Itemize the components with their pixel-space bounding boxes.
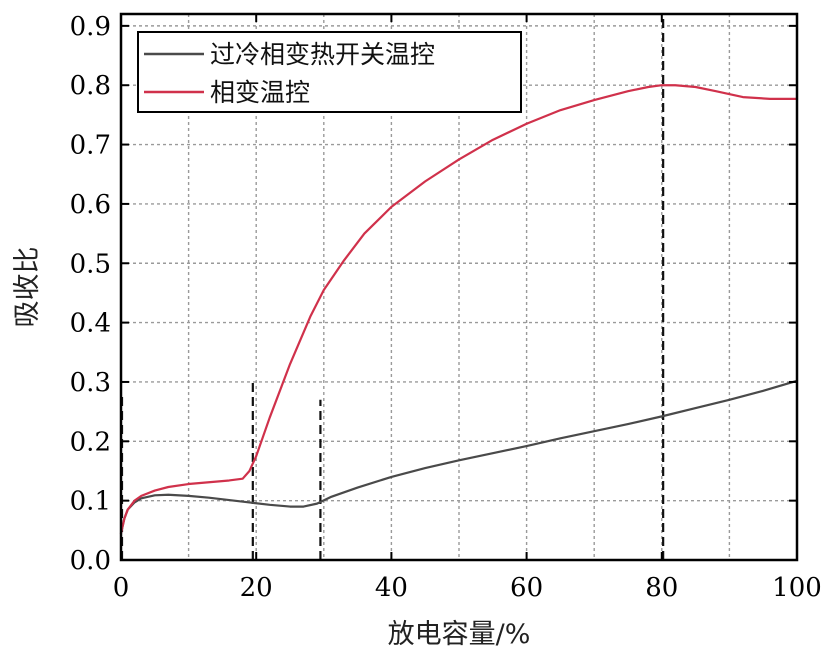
series-lines: [119, 84, 799, 535]
axis-ticks: 0 20 40 60 80 100 0.0 0.1 0.2 0.3 0.4 0.5 0.6 0.7 0.8 0…: [70, 12, 822, 603]
y-tick-label: 0.6: [70, 190, 111, 220]
x-tick-label: 60: [510, 573, 543, 603]
y-tick-label: 0.3: [70, 368, 111, 398]
legend-label: 过冷相变热开关温控: [210, 40, 435, 69]
series-line: [119, 84, 799, 535]
x-axis-label: 放电容量/%: [388, 619, 531, 650]
reference-lines: [120, 14, 665, 560]
y-tick-label: 0.7: [70, 131, 111, 161]
y-tick-label: 0.2: [70, 427, 111, 457]
y-tick-label: 0.1: [70, 487, 111, 517]
y-tick-label: 0.5: [70, 249, 111, 279]
plot-frame: [119, 12, 799, 562]
x-tick-label: 100: [772, 573, 822, 603]
y-tick-label: 0.4: [70, 309, 111, 339]
legend-box: [137, 31, 522, 113]
legend-label: 相变温控: [210, 78, 310, 107]
x-tick-label: 80: [645, 573, 678, 603]
y-axis-label: 吸收比: [12, 247, 43, 328]
y-tick-label: 0.9: [70, 12, 111, 42]
y-tick-label: 0.0: [70, 546, 111, 576]
series-line: [119, 379, 799, 535]
x-tick-label: 0: [113, 573, 130, 603]
x-tick-label: 40: [375, 573, 408, 603]
x-tick-label: 20: [240, 573, 273, 603]
y-tick-label: 0.8: [70, 71, 111, 101]
